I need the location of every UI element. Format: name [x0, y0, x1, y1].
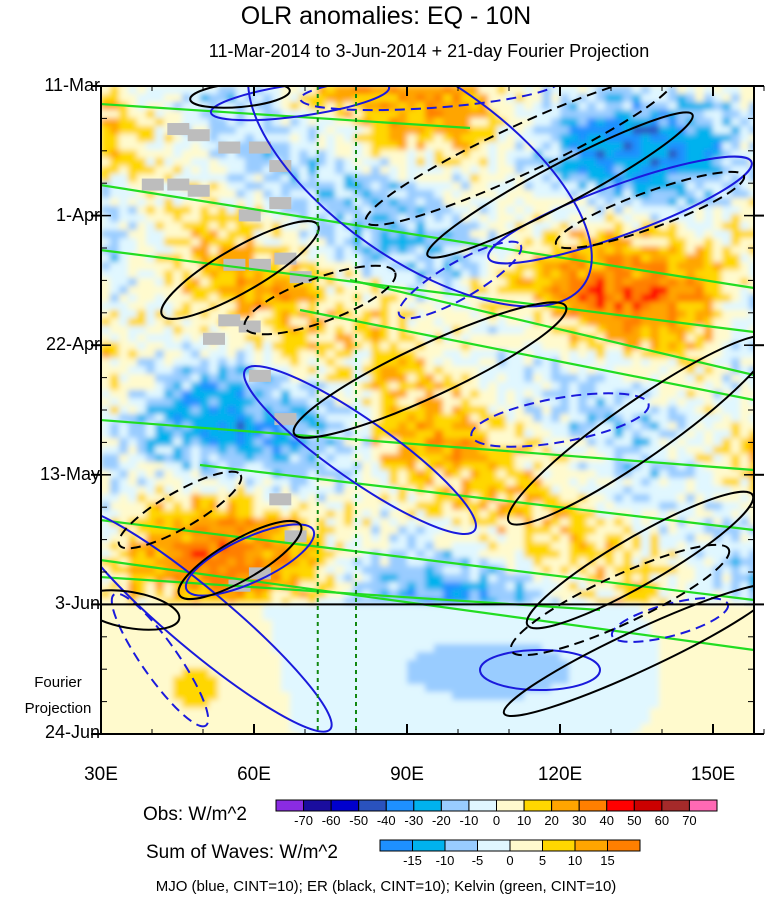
colorbar-swatch [509, 839, 543, 852]
colorbar-tick-label: 15 [600, 853, 614, 868]
x-tick-label: 90E [390, 764, 424, 785]
obs-colorbar-label: Obs: W/m^2 [143, 804, 247, 825]
colorbar-swatch [688, 799, 718, 812]
colorbar-swatch [542, 839, 576, 852]
colorbar-tick-label: -70 [294, 813, 313, 828]
colorbar-tick-label: 10 [568, 853, 582, 868]
colorbar-swatch [412, 839, 446, 852]
colorbar-tick-label: -20 [432, 813, 451, 828]
colorbar-swatch [468, 799, 497, 812]
colorbar-tick-label: 40 [600, 813, 614, 828]
y-tick-label: 22-Apr [45, 334, 100, 355]
colorbar-tick-label: 30 [572, 813, 586, 828]
colorbar-swatch [661, 799, 690, 812]
colorbar-swatch [385, 799, 415, 812]
colorbar-tick-label: 5 [539, 853, 546, 868]
plot-background [101, 86, 754, 734]
reference-longitude-lines [316, 86, 357, 734]
colorbar-tick-label: 50 [627, 813, 641, 828]
colorbar-tick-label: -30 [404, 813, 423, 828]
contour-legend-footer: MJO (blue, CINT=10); ER (black, CINT=10)… [155, 878, 617, 895]
x-tick-label: 120E [537, 764, 583, 785]
y-tick-label: 13-May [39, 463, 100, 484]
colorbar-swatch [303, 799, 332, 812]
chart-subtitle: 11-Mar-2014 to 3-Jun-2014 + 21-day Fouri… [208, 41, 650, 61]
colorbar-tick-label: -10 [460, 813, 479, 828]
obs-colorbar: -70 -60 -50 -40 -30 -20 -10 0 10 20 30 40 50 60 70 [275, 799, 718, 828]
colorbar-tick-label: -15 [403, 853, 422, 868]
colorbar-swatch [523, 799, 553, 812]
x-tick-label: 60E [237, 764, 271, 785]
colorbar-swatch [358, 799, 387, 812]
colorbar-tick-label: 0 [493, 813, 500, 828]
colorbar-tick-label: -50 [349, 813, 368, 828]
colorbar-swatch [578, 799, 608, 812]
colorbar-swatch [330, 799, 360, 812]
y-tick-label: 3-Jun [54, 593, 100, 614]
colorbar-tick-label: 10 [517, 813, 531, 828]
colorbar-swatch [379, 839, 413, 852]
colorbar-tick-label: 0 [506, 853, 513, 868]
fourier-label-line2: Projection [24, 700, 92, 717]
colorbar-swatch [477, 839, 511, 852]
x-tick-label: 30E [84, 764, 118, 785]
fourier-projection-label: Fourier Projection [22, 670, 94, 722]
axis-ticks [91, 85, 765, 735]
colorbar-swatch [551, 799, 580, 812]
colorbar-swatch [275, 799, 305, 812]
y-tick-label: 1-Apr [55, 204, 100, 225]
colorbar-tick-label: 70 [682, 813, 696, 828]
missing-data-cells [141, 123, 312, 592]
colorbar-tick-label: 60 [655, 813, 669, 828]
y-tick-label: 11-Mar [44, 75, 100, 95]
plot-frame [100, 85, 755, 735]
colorbar-tick-label: 20 [544, 813, 558, 828]
sum-of-waves-colorbar: -15 -10 -5 0 5 10 15 [379, 839, 641, 868]
colorbar-tick-label: -10 [436, 853, 455, 868]
fourier-label-line1: Fourier [34, 674, 82, 691]
colorbar-tick-label: -60 [322, 813, 341, 828]
x-tick-label: 150E [690, 764, 736, 785]
colorbar-swatch [606, 799, 635, 812]
colorbar-tick-label: -40 [377, 813, 396, 828]
colorbar-swatch [574, 839, 608, 852]
colorbar-swatch [607, 839, 641, 852]
colorbar-swatch [444, 839, 478, 852]
chart-title: OLR anomalies: EQ - 10N [240, 2, 532, 30]
colorbar-swatch [440, 799, 470, 812]
wave-contours [101, 86, 754, 733]
sum-of-waves-colorbar-label: Sum of Waves: W/m^2 [146, 842, 338, 863]
colorbar-swatch [496, 799, 525, 812]
y-tick-label: 24-Jun [44, 722, 100, 742]
colorbar-tick-label: -5 [472, 853, 484, 868]
colorbar-swatch [633, 799, 663, 812]
colorbar-swatch [413, 799, 442, 812]
olr-anomaly-field [101, 86, 754, 734]
